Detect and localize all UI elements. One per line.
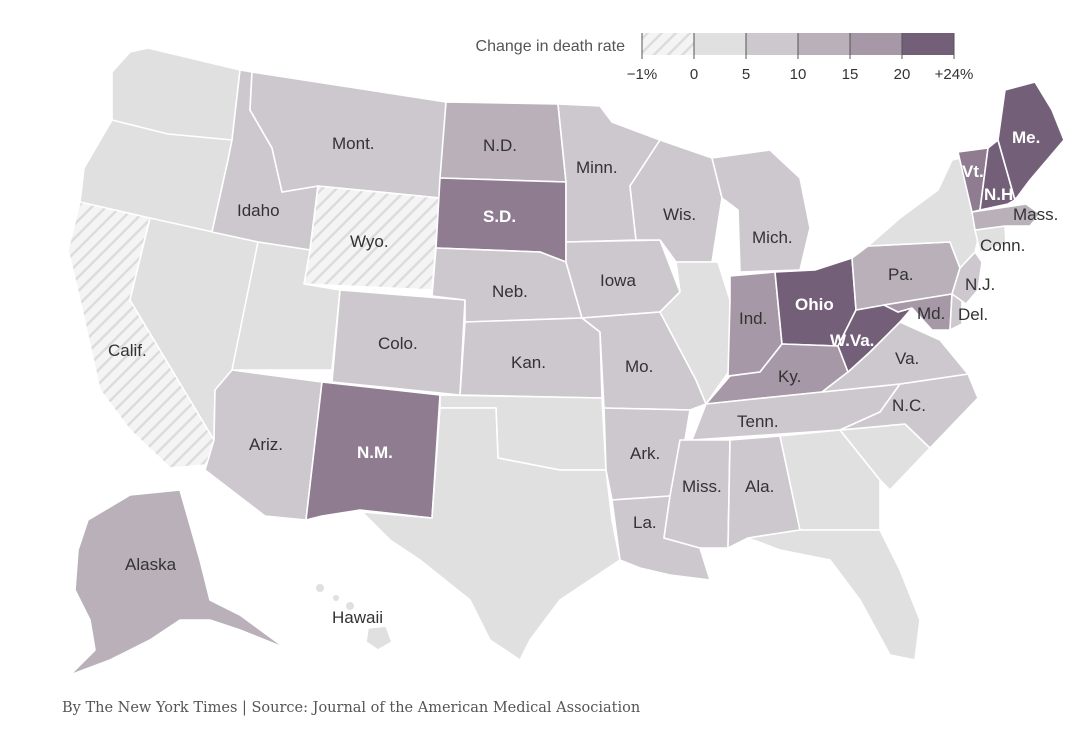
label-connecticut: Conn.	[980, 236, 1025, 255]
label-vermont: Vt.	[962, 162, 984, 181]
legend-tick-neg1: −1%	[627, 66, 657, 83]
label-south-dakota: S.D.	[483, 207, 516, 226]
legend-tick-15: 15	[842, 66, 859, 83]
us-map: Calif. Wyo. Mont. Idaho N.D. S.D. Minn. …	[67, 33, 1065, 676]
source-credit: By The New York Times | Source: Journal …	[62, 700, 641, 716]
legend-tick-20: 20	[894, 66, 911, 83]
legend-swatch-20-24	[902, 33, 954, 55]
label-minnesota: Minn.	[576, 158, 618, 177]
label-hawaii: Hawaii	[332, 608, 383, 627]
label-montana: Mont.	[332, 134, 375, 153]
label-north-carolina: N.C.	[892, 396, 926, 415]
state-florida	[747, 529, 921, 661]
legend-title: Change in death rate	[476, 38, 626, 55]
label-colorado: Colo.	[378, 334, 418, 353]
label-michigan: Mich.	[752, 228, 793, 247]
label-missouri: Mo.	[625, 357, 653, 376]
label-kansas: Kan.	[511, 353, 546, 372]
label-idaho: Idaho	[237, 201, 280, 220]
label-wyoming: Wyo.	[350, 232, 389, 251]
label-west-virginia: W.Va.	[830, 331, 874, 350]
state-alaska	[69, 489, 286, 676]
label-new-mexico: N.M.	[357, 443, 393, 462]
label-north-dakota: N.D.	[483, 136, 517, 155]
legend-tick-0: 0	[690, 66, 698, 83]
label-mississippi: Miss.	[682, 477, 722, 496]
label-california: Calif.	[108, 341, 147, 360]
label-tennessee: Tenn.	[737, 412, 779, 431]
state-new-hampshire	[979, 139, 1016, 211]
label-maine: Me.	[1012, 128, 1040, 147]
label-kentucky: Ky.	[778, 367, 801, 386]
hawaii-island-1	[316, 584, 324, 592]
label-alaska: Alaska	[125, 555, 177, 574]
label-new-jersey: N.J.	[965, 275, 995, 294]
label-maryland: Md.	[917, 304, 945, 323]
legend-tick-10: 10	[790, 66, 807, 83]
label-new-hampshire: N.H.	[984, 185, 1018, 204]
label-pennsylvania: Pa.	[888, 265, 914, 284]
label-arizona: Ariz.	[249, 435, 283, 454]
state-massachusetts	[971, 203, 1041, 231]
hawaii-island-3	[346, 602, 354, 610]
label-nebraska: Neb.	[492, 282, 528, 301]
label-arkansas: Ark.	[630, 444, 660, 463]
legend: Change in death rate −1% 0 5 10 15 20 +2…	[476, 33, 974, 83]
state-north-carolina	[839, 373, 979, 449]
state-texas	[361, 407, 621, 661]
label-ohio: Ohio	[795, 295, 834, 314]
label-massachusetts: Mass.	[1013, 205, 1058, 224]
state-maine	[997, 81, 1065, 201]
state-georgia	[779, 429, 881, 531]
legend-tick-5: 5	[742, 66, 750, 83]
state-michigan	[711, 149, 811, 273]
label-virginia: Va.	[895, 349, 919, 368]
label-alabama: Ala.	[745, 477, 774, 496]
legend-swatch-negative	[642, 33, 694, 55]
legend-swatch-5-10	[746, 33, 798, 55]
label-iowa: Iowa	[600, 271, 636, 290]
label-indiana: Ind.	[739, 309, 767, 328]
legend-tick-24: +24%	[935, 66, 974, 83]
hawaii-island-2	[333, 595, 339, 601]
legend-swatch-10-15	[798, 33, 850, 55]
legend-swatch-15-20	[850, 33, 902, 55]
label-louisiana: La.	[633, 513, 657, 532]
state-wyoming	[303, 185, 441, 291]
label-wisconsin: Wis.	[663, 205, 696, 224]
label-delaware: Del.	[958, 305, 988, 324]
state-hawaii	[365, 625, 393, 651]
legend-swatch-0-5	[694, 33, 746, 55]
